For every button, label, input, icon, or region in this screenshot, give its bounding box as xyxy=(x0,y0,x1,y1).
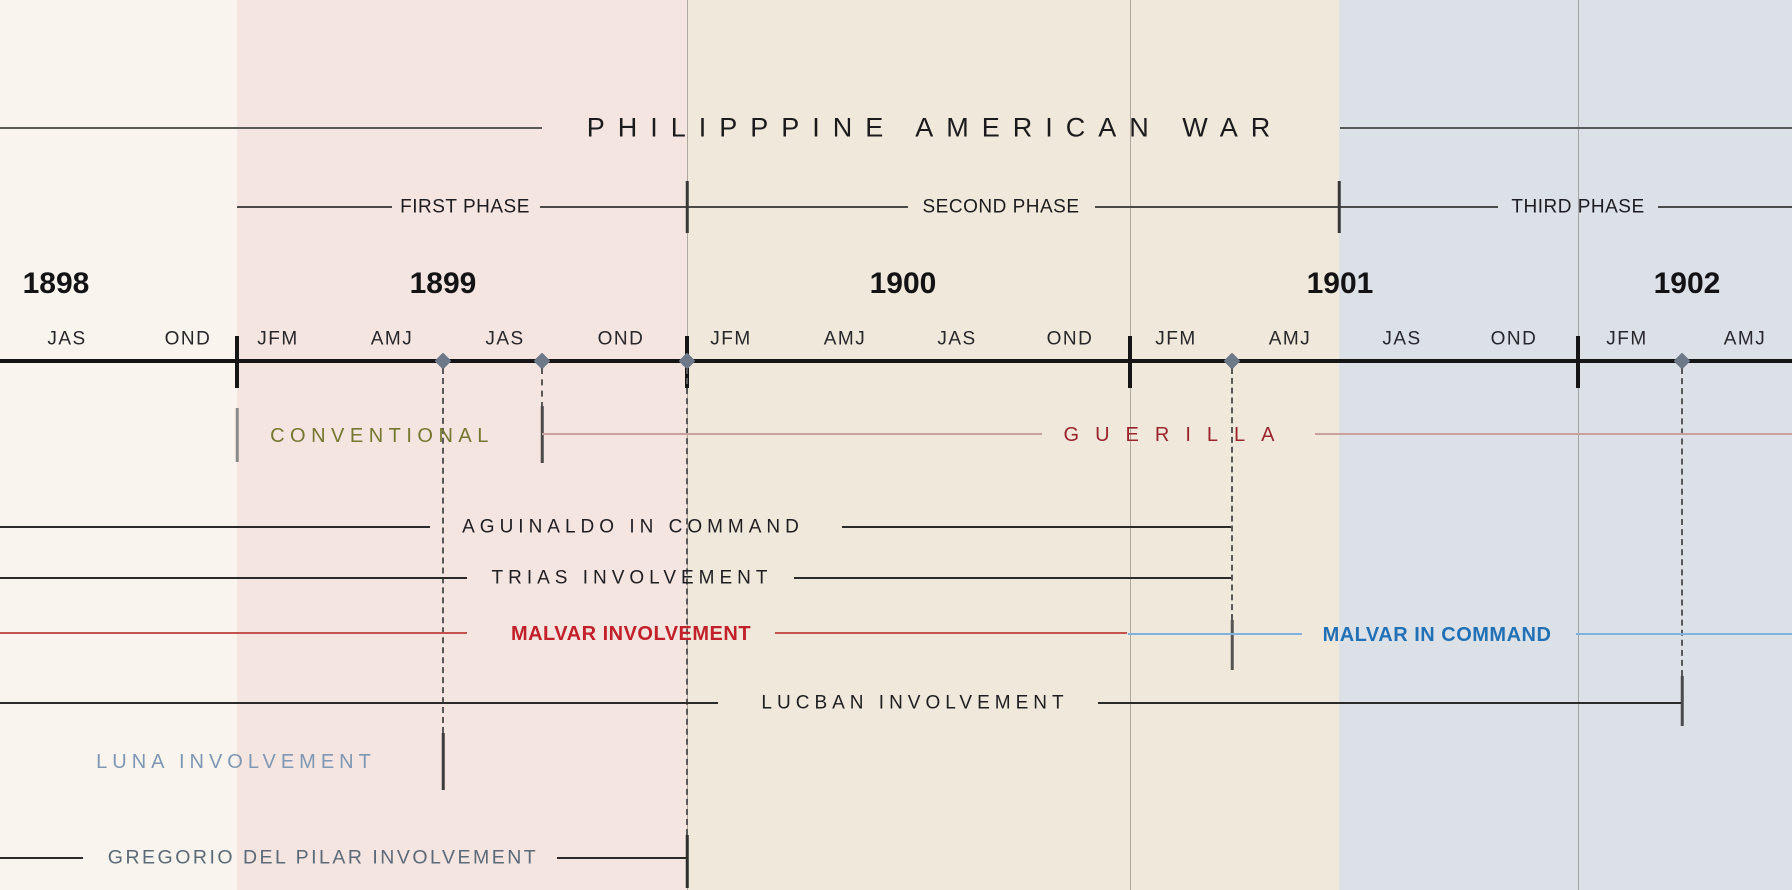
band-1900-1901 xyxy=(687,0,1339,890)
quarter-label: JAS xyxy=(937,328,977,350)
trias-line-left xyxy=(0,577,467,579)
quarter-label: JFM xyxy=(710,328,752,350)
page-title: PHILIPPPINE AMERICAN WAR xyxy=(586,112,1284,143)
title-rule-left xyxy=(0,127,542,129)
quarter-label: JAS xyxy=(485,328,525,350)
year-label-1899: 1899 xyxy=(409,267,477,300)
dropline-aguinaldo-end xyxy=(1231,368,1233,620)
guerilla-label: GUERILLA xyxy=(1063,424,1291,446)
aguinaldo-trias-bracket-end xyxy=(1230,620,1234,670)
dropline-lucban-end xyxy=(1681,368,1683,676)
quarter-label: JFM xyxy=(1155,328,1197,350)
year-label-1901: 1901 xyxy=(1306,267,1374,300)
timeline-axis xyxy=(0,359,1792,363)
del-pilar-bracket-end xyxy=(685,835,689,888)
luna-label: LUNA INVOLVEMENT xyxy=(96,751,376,773)
phase-divider-tick-2 xyxy=(1337,181,1341,233)
year-label-1900: 1900 xyxy=(869,267,937,300)
lucban-line-left xyxy=(0,702,718,704)
quarter-label: JFM xyxy=(1606,328,1648,350)
quarter-label: AMJ xyxy=(823,328,867,350)
del-pilar-line-right xyxy=(557,857,686,859)
quarter-label: AMJ xyxy=(1723,328,1767,350)
guerilla-line-left xyxy=(542,433,1042,435)
dropline-del-pilar-end xyxy=(686,368,688,835)
lucban-label: LUCBAN INVOLVEMENT xyxy=(761,692,1069,714)
trias-label: TRIAS INVOLVEMENT xyxy=(491,567,773,589)
malvar-command-line-left xyxy=(1128,633,1302,635)
quarter-label: JAS xyxy=(1382,328,1422,350)
year-label-1902: 1902 xyxy=(1653,267,1721,300)
phase-rule-3 xyxy=(1095,206,1498,208)
luna-bracket-end xyxy=(441,733,445,790)
aguinaldo-line-left xyxy=(0,526,430,528)
quarter-label: JAS xyxy=(47,328,87,350)
quarter-label: OND xyxy=(1046,328,1094,350)
del-pilar-label: GREGORIO DEL PILAR INVOLVEMENT xyxy=(107,846,539,869)
malvar-involvement-line-right xyxy=(775,632,1127,634)
quarter-label: AMJ xyxy=(1268,328,1312,350)
guerilla-line-right xyxy=(1315,433,1792,435)
conventional-label: CONVENTIONAL xyxy=(270,425,494,447)
phase-rule-4 xyxy=(1658,206,1792,208)
dropline-conventional-end xyxy=(541,368,543,408)
phase-rule-1 xyxy=(237,206,392,208)
band-third-phase xyxy=(1339,0,1792,890)
aguinaldo-label: AGUINALDO IN COMMAND xyxy=(462,516,804,538)
quarter-label: OND xyxy=(164,328,212,350)
quarter-label: AMJ xyxy=(370,328,414,350)
phase-divider-tick-1 xyxy=(685,181,689,233)
malvar-command-label: MALVAR IN COMMAND xyxy=(1322,624,1552,646)
dropline-luna-end xyxy=(442,368,444,733)
del-pilar-line-left xyxy=(0,857,83,859)
aguinaldo-line-right xyxy=(842,526,1231,528)
quarter-label: OND xyxy=(1490,328,1538,350)
phase-label-third: THIRD PHASE xyxy=(1511,196,1645,218)
malvar-involvement-line-left xyxy=(0,632,467,634)
phase-label-first: FIRST PHASE xyxy=(400,196,530,218)
conventional-bracket-start xyxy=(235,408,239,462)
year-guide-1902 xyxy=(1578,0,1579,890)
quarter-label: JFM xyxy=(257,328,299,350)
trias-line-right xyxy=(794,577,1231,579)
band-1898 xyxy=(0,0,237,890)
band-1899 xyxy=(237,0,687,890)
year-tick-1901 xyxy=(1128,336,1132,388)
year-guide-1901 xyxy=(1130,0,1131,890)
phase-rule-2 xyxy=(540,206,908,208)
malvar-command-line-right xyxy=(1576,633,1792,635)
lucban-bracket-end xyxy=(1680,676,1684,726)
title-rule-right xyxy=(1340,127,1792,129)
quarter-label: OND xyxy=(597,328,645,350)
year-tick-1902 xyxy=(1576,336,1580,388)
lucban-line-right xyxy=(1098,702,1681,704)
malvar-involvement-label: MALVAR INVOLVEMENT xyxy=(510,623,752,645)
year-tick-1899 xyxy=(235,336,239,388)
phase-label-second: SECOND PHASE xyxy=(922,196,1080,218)
year-label-1898: 1898 xyxy=(22,267,90,300)
